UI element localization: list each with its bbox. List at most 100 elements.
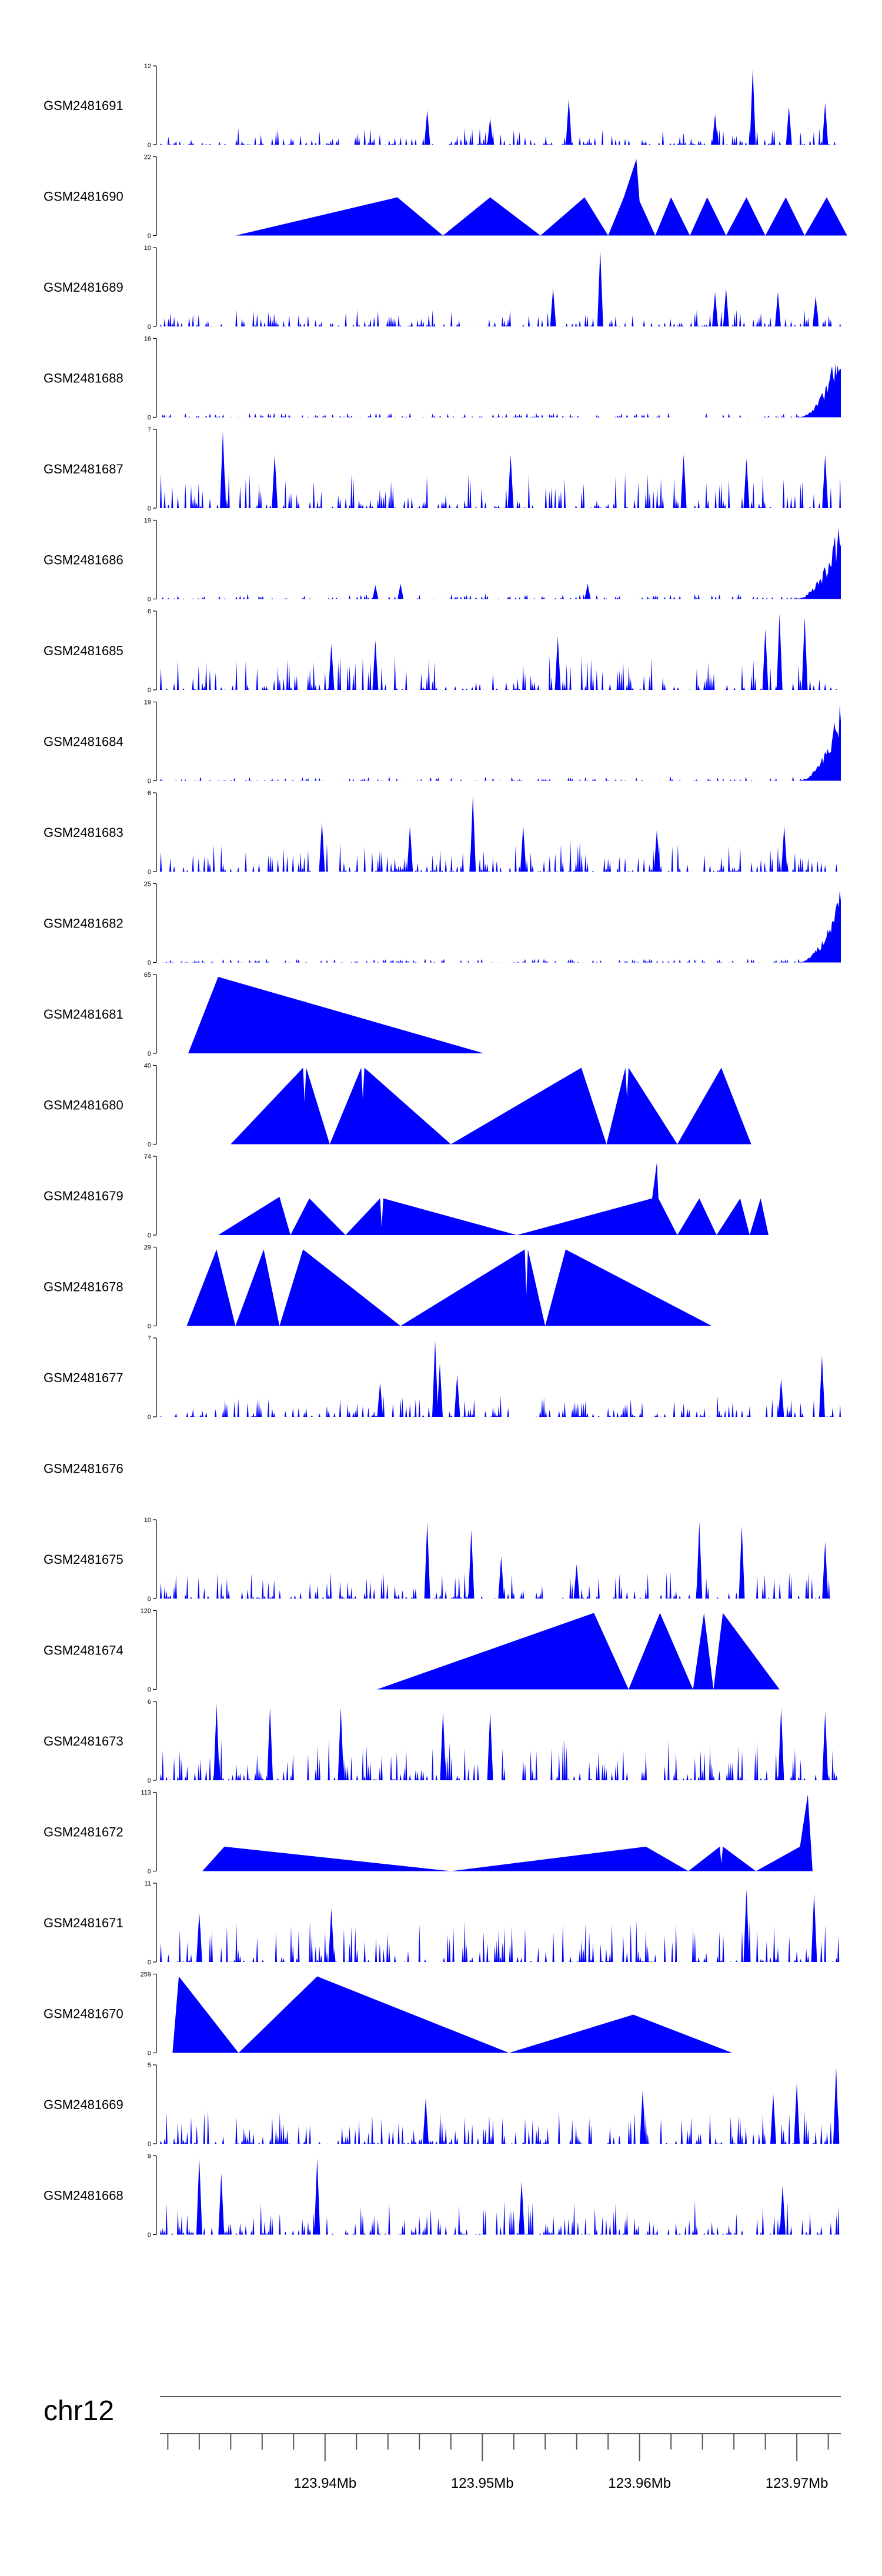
- coverage-peak: [487, 1711, 493, 1780]
- coverage-peak: [372, 585, 379, 599]
- coverage-peak: [778, 1379, 784, 1417]
- track-GSM2481691: GSM2481691 12 0: [44, 63, 841, 149]
- coverage-peak: [196, 1912, 202, 1962]
- track-label: GSM2481672: [44, 1825, 123, 1840]
- y-max-label: 22: [144, 154, 151, 161]
- y-min-label: 0: [148, 505, 151, 512]
- coverage-peak: [776, 613, 783, 690]
- y-max-label: 11: [145, 1880, 151, 1887]
- y-max-label: 120: [141, 1608, 151, 1615]
- coverage-peak: [470, 795, 476, 872]
- coverage-peak: [811, 1893, 817, 1962]
- coverage-peak: [680, 455, 687, 508]
- y-min-label: 0: [148, 1050, 151, 1057]
- y-max-label: 19: [144, 518, 151, 525]
- coverage-area: [160, 309, 841, 326]
- coverage-peak: [813, 296, 819, 326]
- coverage-area: [160, 1920, 841, 1962]
- track-GSM2481677: GSM2481677 7 0: [44, 1335, 841, 1421]
- coverage-area: [160, 1395, 841, 1417]
- y-min-label: 0: [148, 1596, 151, 1603]
- coverage-area: [160, 1739, 841, 1780]
- track-GSM2481688: GSM2481688 16 0: [44, 336, 841, 422]
- coverage-peak: [778, 1707, 784, 1780]
- track-label: GSM2481688: [44, 371, 123, 386]
- y-min-label: 0: [148, 1142, 151, 1149]
- track-label: GSM2481681: [44, 1007, 123, 1022]
- track-GSM2481687: GSM2481687 7 0: [44, 426, 841, 512]
- coverage-peak: [822, 1541, 828, 1599]
- x-tick-label: 123.97Mb: [766, 2475, 828, 2491]
- coverage-peak: [550, 288, 556, 326]
- y-min-label: 0: [148, 1959, 151, 1966]
- track-label: GSM2481677: [44, 1370, 123, 1385]
- track-label: GSM2481683: [44, 825, 123, 840]
- y-max-label: 25: [144, 881, 151, 888]
- coverage-peak: [272, 455, 278, 508]
- y-max-label: 65: [144, 972, 151, 979]
- coverage-area: [186, 1249, 712, 1326]
- coverage-peak: [377, 1382, 383, 1417]
- coverage-area: [230, 1067, 751, 1144]
- coverage-peak: [196, 2158, 202, 2235]
- track-GSM2481676: GSM2481676: [44, 1461, 123, 1476]
- coverage-peak: [507, 455, 514, 508]
- coverage-peak: [328, 1908, 335, 1962]
- coverage-peak: [218, 2173, 225, 2235]
- track-label: GSM2481678: [44, 1280, 123, 1294]
- coverage-peak: [440, 1711, 446, 1780]
- coverage-peak: [468, 1530, 475, 1599]
- coverage-peak: [770, 2094, 776, 2144]
- y-min-label: 0: [148, 687, 151, 694]
- coverage-area: [160, 776, 841, 781]
- y-max-label: 16: [144, 336, 151, 343]
- track-GSM2481685: GSM2481685 6 0: [44, 608, 841, 694]
- y-min-label: 0: [148, 1232, 151, 1239]
- coverage-peak: [220, 432, 226, 508]
- coverage-area: [160, 412, 841, 418]
- y-min-label: 0: [148, 2141, 151, 2148]
- coverage-peak: [712, 114, 719, 145]
- y-min-label: 0: [148, 1323, 151, 1330]
- coverage-peak: [822, 1711, 828, 1780]
- y-min-label: 0: [148, 596, 151, 603]
- y-max-label: 6: [148, 790, 151, 797]
- track-GSM2481686: GSM2481686 19 0: [44, 518, 841, 603]
- track-GSM2481682: GSM2481682 25 0: [44, 881, 841, 967]
- coverage-peak: [597, 250, 603, 326]
- coverage-peak: [822, 102, 828, 145]
- coverage-peak: [397, 583, 404, 599]
- track-label: GSM2481670: [44, 2007, 123, 2021]
- track-GSM2481681: GSM2481681 65 0: [44, 972, 484, 1057]
- genome-axis: chr12 123.94Mb 123.95Mb 123.96Mb 123.97Mb: [44, 2395, 841, 2491]
- coverage-peak: [424, 110, 430, 145]
- coverage-peak: [654, 829, 660, 872]
- y-min-label: 0: [148, 1414, 151, 1421]
- coverage-peak: [519, 2181, 525, 2235]
- track-label: GSM2481671: [44, 1916, 123, 1930]
- y-max-label: 113: [141, 1790, 151, 1797]
- track-label: GSM2481689: [44, 280, 123, 295]
- y-max-label: 10: [144, 245, 151, 252]
- coverage-peak: [573, 1564, 580, 1599]
- coverage-peak: [743, 1889, 750, 1962]
- track-label: GSM2481679: [44, 1189, 123, 1203]
- y-max-label: 6: [148, 1699, 151, 1706]
- y-max-label: 40: [144, 1063, 151, 1070]
- track-label: GSM2481668: [44, 2188, 123, 2203]
- track-GSM2481671: GSM2481671 11 0: [44, 1880, 841, 1966]
- coverage-area: [172, 1976, 733, 2053]
- tracks-layer: GSM2481691120GSM2481690220GSM2481689100G…: [44, 63, 847, 2239]
- track-GSM2481669: GSM2481669 5 0: [44, 2062, 841, 2148]
- track-GSM2481670: GSM2481670 259 0: [44, 1971, 733, 2057]
- coverage-peak-cluster: [797, 890, 841, 963]
- coverage-peak: [407, 826, 413, 872]
- track-label: GSM2481686: [44, 553, 123, 568]
- y-min-label: 0: [148, 142, 151, 149]
- coverage-peak: [319, 822, 325, 872]
- y-min-label: 0: [148, 2050, 151, 2057]
- y-max-label: 10: [144, 1517, 151, 1524]
- coverage-area: [160, 840, 841, 872]
- coverage-area: [160, 593, 841, 599]
- track-GSM2481674: GSM2481674 120 0: [44, 1608, 780, 1694]
